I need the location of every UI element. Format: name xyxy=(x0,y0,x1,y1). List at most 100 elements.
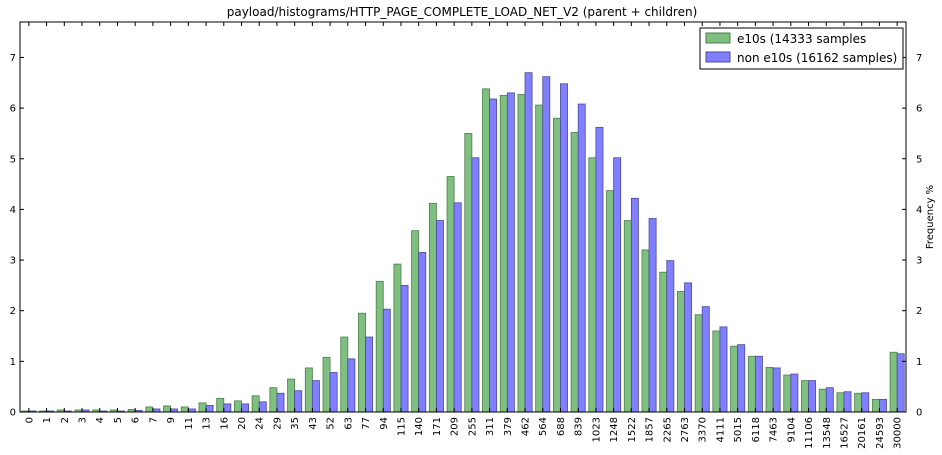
x-tick-label-13548: 13548 xyxy=(822,417,833,449)
x-tick-label-63: 63 xyxy=(343,417,354,430)
bar-e10s-564 xyxy=(535,104,544,413)
bar-e10s-839 xyxy=(570,132,579,413)
legend-label-non-e10s: non e10s (16162 samples) xyxy=(737,51,897,65)
bar-e10s-1023 xyxy=(588,157,597,413)
bar-e10s-1857 xyxy=(641,249,650,413)
bar-non-e10s-1023 xyxy=(595,126,604,413)
bar-non-e10s-171 xyxy=(436,220,444,413)
bar-non-e10s-1857 xyxy=(648,218,657,413)
bar-non-e10s-29 xyxy=(276,392,285,413)
y-axis-label: Frequency % xyxy=(925,185,936,249)
bar-e10s-379 xyxy=(499,95,508,413)
bar-non-e10s-94 xyxy=(382,308,391,413)
y-tick-label-left: 4 xyxy=(10,205,16,216)
x-tick-label-2: 2 xyxy=(60,417,71,423)
bar-e10s-688 xyxy=(552,117,561,413)
bar-e10s-2763 xyxy=(677,291,685,413)
y-tick-label-left: 2 xyxy=(10,306,16,317)
bar-non-e10s-7463 xyxy=(772,367,781,413)
bar-e10s-16 xyxy=(216,397,225,413)
x-tick-label-564: 564 xyxy=(538,417,549,436)
x-tick-label-839: 839 xyxy=(574,417,585,436)
x-tick-label-13: 13 xyxy=(202,417,213,430)
bar-e10s-24593 xyxy=(871,398,880,413)
y-tick-label-right: 2 xyxy=(916,306,922,317)
x-tick-label-1: 1 xyxy=(42,417,53,423)
x-tick-label-52: 52 xyxy=(326,417,337,430)
x-tick-label-1023: 1023 xyxy=(591,417,602,442)
bar-e10s-20 xyxy=(234,400,242,413)
bar-non-e10s-20 xyxy=(241,403,249,413)
x-tick-label-462: 462 xyxy=(521,417,532,436)
bar-non-e10s-115 xyxy=(400,284,409,413)
y-tick-label-right: 7 xyxy=(916,53,922,64)
bar-e10s-30000 xyxy=(889,351,898,413)
x-tick-label-77: 77 xyxy=(361,417,372,430)
x-tick-label-7463: 7463 xyxy=(769,417,780,442)
legend: e10s (14333 samples non e10s (16162 samp… xyxy=(699,27,904,70)
bar-e10s-1248 xyxy=(606,190,615,413)
ticks-layer: 0 01 12 23 34 45 56 67 70 1 2 3 4 5 6 7 9 11 13 16 20 24 29 35 4… xyxy=(10,22,922,449)
legend-label-e10s: e10s (14333 samples xyxy=(737,32,866,46)
bar-non-e10s-209 xyxy=(453,202,462,413)
y-tick-label-right: 4 xyxy=(916,205,922,216)
bar-non-e10s-2763 xyxy=(684,282,692,413)
x-tick-label-379: 379 xyxy=(503,417,514,436)
x-tick-label-24: 24 xyxy=(255,417,266,430)
x-tick-label-140: 140 xyxy=(414,417,425,436)
bar-non-e10s-13 xyxy=(205,405,214,413)
bar-e10s-63 xyxy=(340,336,349,413)
x-tick-label-209: 209 xyxy=(450,417,461,436)
bar-non-e10s-462 xyxy=(524,72,533,413)
legend-frame xyxy=(699,27,904,70)
bar-non-e10s-9104 xyxy=(790,373,799,413)
bar-e10s-7 xyxy=(145,406,154,413)
x-tick-label-4: 4 xyxy=(95,417,106,423)
x-tick-label-5: 5 xyxy=(113,417,124,423)
x-tick-label-9: 9 xyxy=(166,417,177,423)
x-tick-label-11: 11 xyxy=(184,417,195,430)
x-tick-label-688: 688 xyxy=(556,417,567,436)
chart-title: payload/histograms/HTTP_PAGE_COMPLETE_LO… xyxy=(227,5,698,19)
y-tick-label-left: 1 xyxy=(10,357,16,368)
x-tick-label-0: 0 xyxy=(24,417,35,423)
bar-non-e10s-1522 xyxy=(630,197,639,413)
bar-non-e10s-140 xyxy=(418,252,427,413)
bar-e10s-7463 xyxy=(765,367,774,413)
x-tick-label-94: 94 xyxy=(379,417,390,430)
x-tick-label-7: 7 xyxy=(148,417,159,423)
legend-swatch-e10s xyxy=(705,32,731,44)
bar-e10s-11106 xyxy=(801,380,809,413)
y-tick-label-left: 6 xyxy=(10,104,16,115)
bar-non-e10s-77 xyxy=(365,336,374,413)
x-tick-label-29: 29 xyxy=(272,417,283,430)
bar-non-e10s-11106 xyxy=(808,380,817,413)
x-tick-label-1248: 1248 xyxy=(609,417,620,442)
x-tick-label-255: 255 xyxy=(467,417,478,436)
bar-non-e10s-35 xyxy=(294,390,303,413)
x-tick-label-6118: 6118 xyxy=(751,417,762,442)
x-tick-label-9104: 9104 xyxy=(786,417,797,442)
bar-non-e10s-30000 xyxy=(896,353,905,413)
y-tick-label-left: 0 xyxy=(10,408,16,419)
bar-e10s-255 xyxy=(464,133,473,413)
bar-non-e10s-564 xyxy=(542,76,551,413)
y-tick-label-left: 5 xyxy=(10,154,16,165)
y-tick-label-left: 7 xyxy=(10,53,16,64)
y-tick-label-right: 6 xyxy=(916,104,922,115)
bar-e10s-52 xyxy=(322,356,331,413)
x-tick-label-115: 115 xyxy=(396,417,407,436)
bar-e10s-171 xyxy=(428,202,437,413)
bar-e10s-13548 xyxy=(818,388,827,413)
bar-e10s-140 xyxy=(411,230,420,413)
bar-e10s-11 xyxy=(180,406,189,413)
bar-e10s-43 xyxy=(304,367,313,413)
x-tick-label-311: 311 xyxy=(485,417,496,436)
bars-layer xyxy=(21,72,905,413)
y-tick-label-left: 3 xyxy=(10,256,16,267)
bar-e10s-16527 xyxy=(836,392,845,413)
x-tick-label-3: 3 xyxy=(78,417,89,423)
bar-e10s-13 xyxy=(198,402,207,413)
x-tick-label-2763: 2763 xyxy=(680,417,691,442)
